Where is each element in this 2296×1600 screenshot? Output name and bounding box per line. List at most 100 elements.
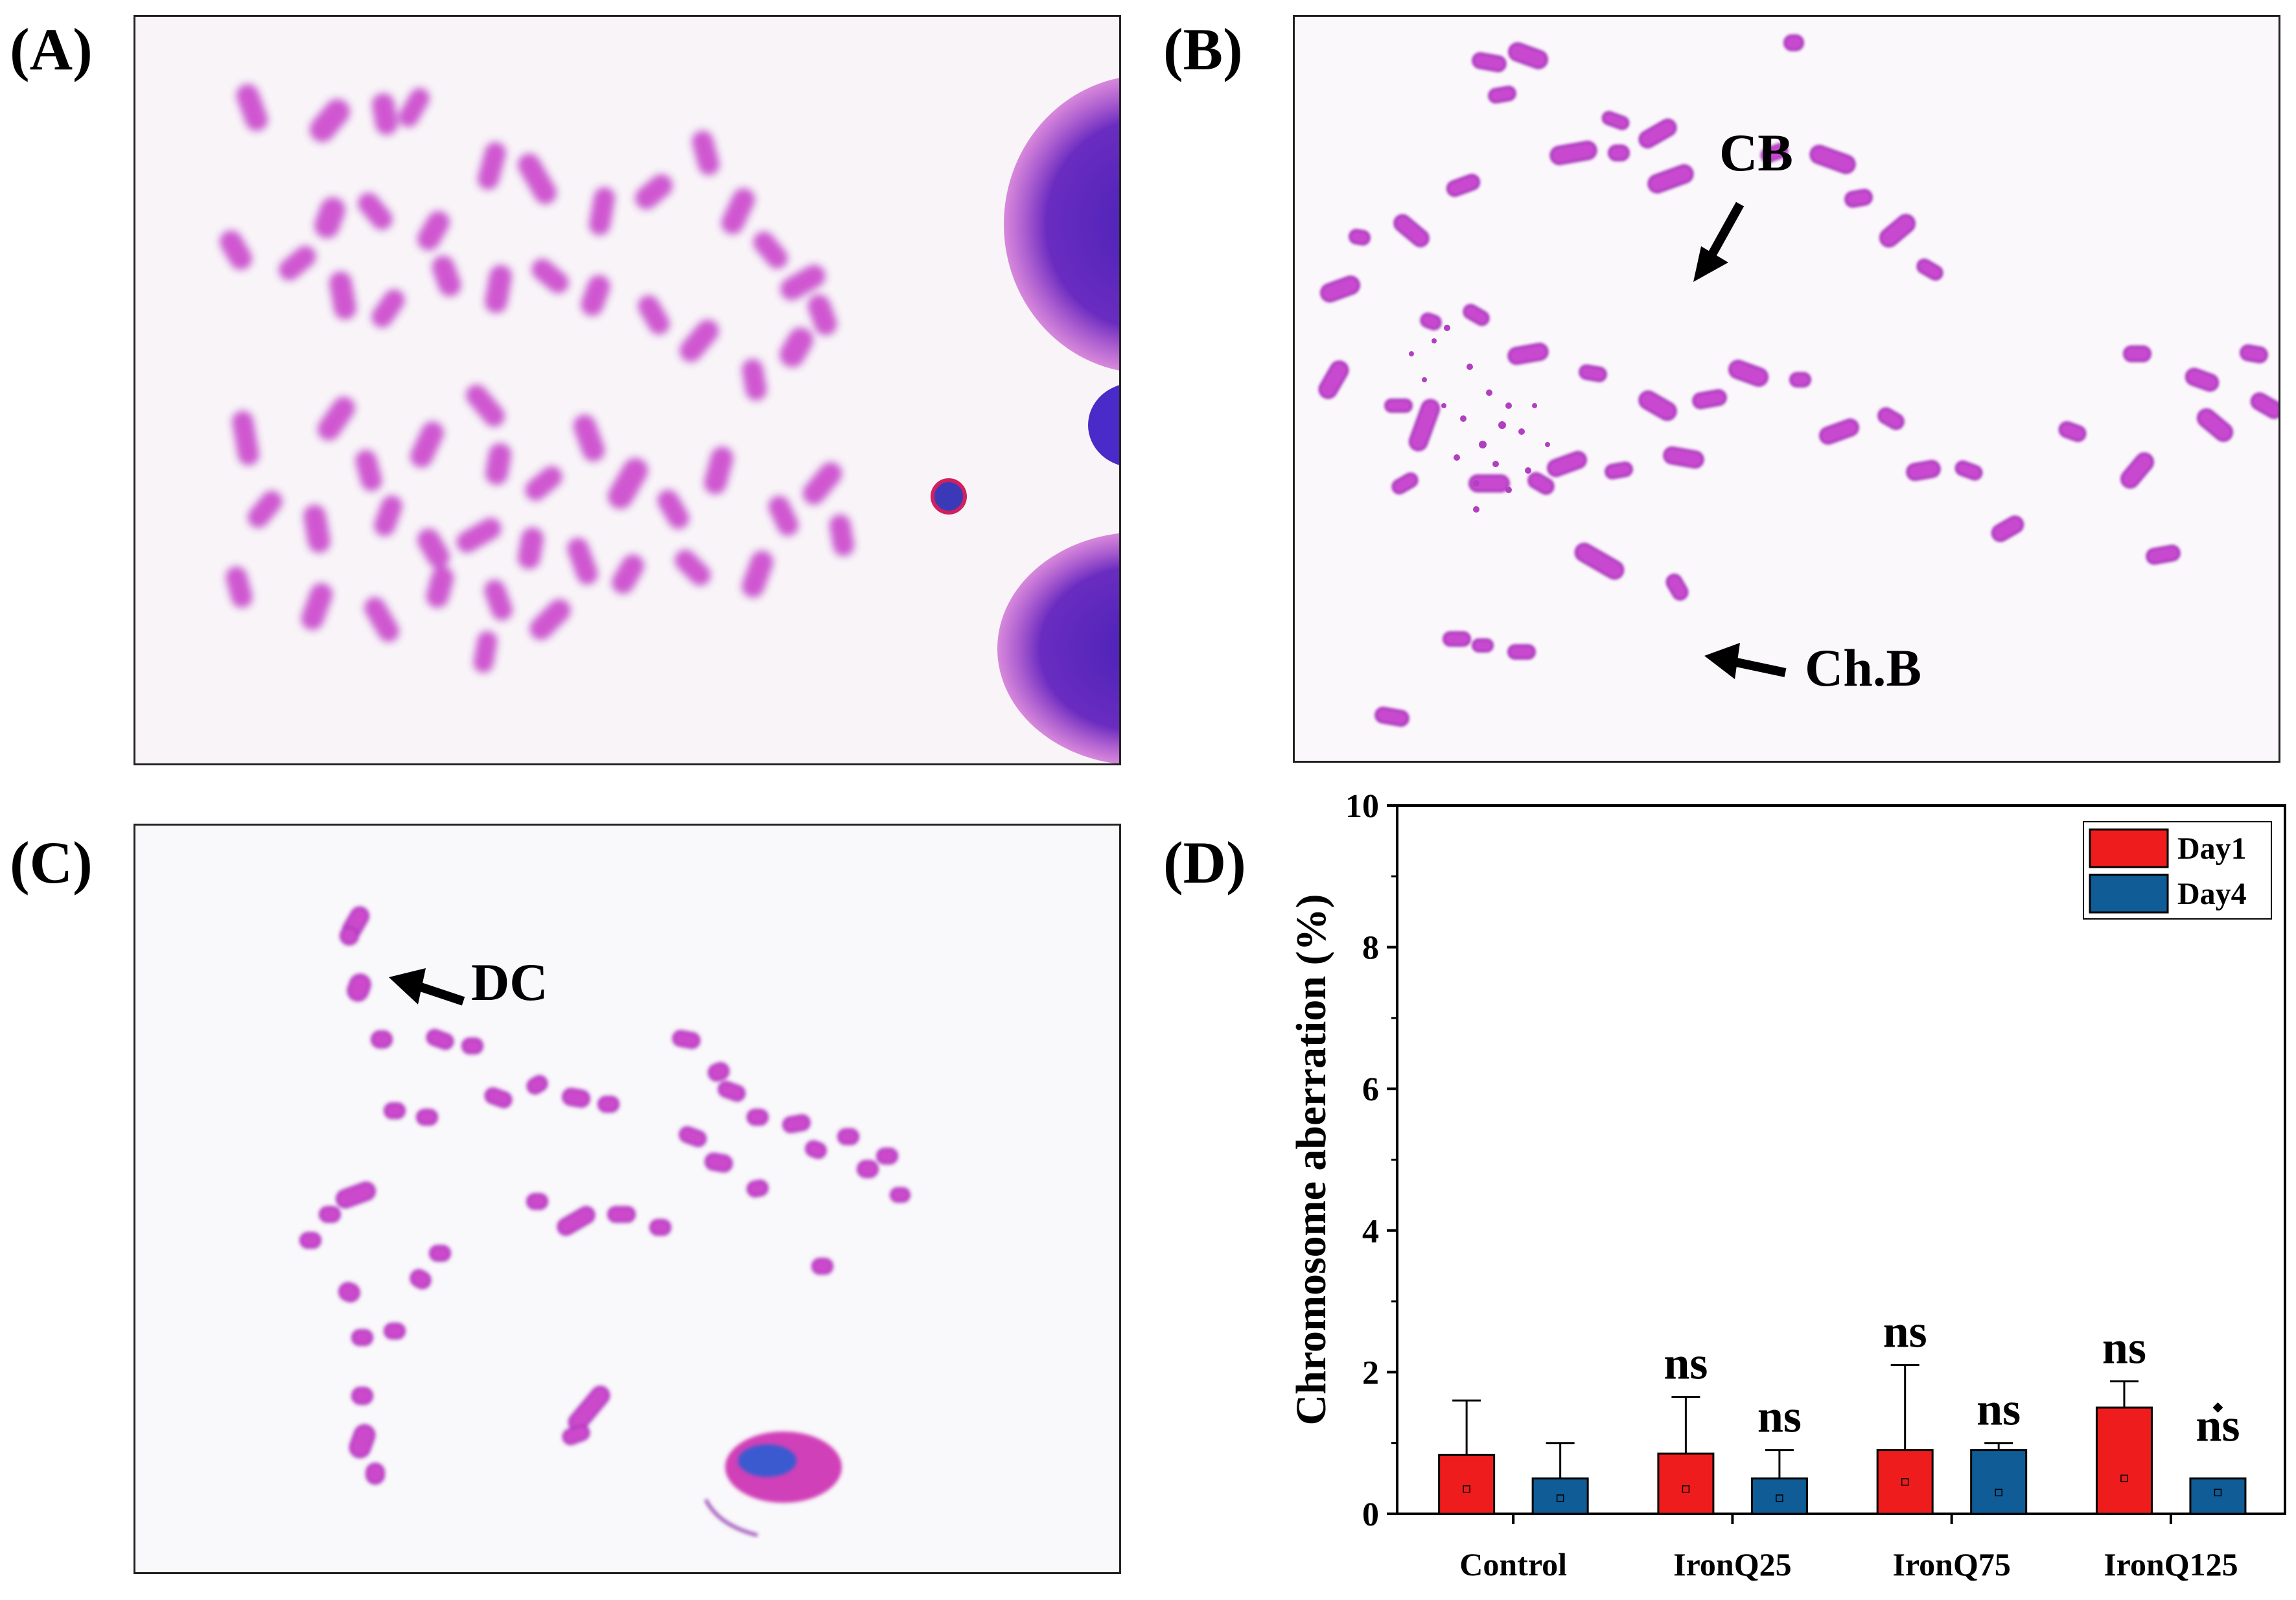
legend-swatch <box>2089 828 2169 868</box>
chromosome <box>355 450 382 491</box>
bar-day4 <box>1750 1477 1808 1515</box>
bar-day1 <box>1438 1454 1496 1515</box>
chromosome <box>310 99 350 142</box>
chromosome <box>426 566 454 608</box>
chromosome <box>526 1193 548 1210</box>
chromosome <box>336 1181 376 1209</box>
chromosome <box>484 579 513 621</box>
chromosome <box>358 192 393 230</box>
chromosome <box>371 1030 393 1049</box>
chromosome <box>692 131 719 175</box>
chromosome <box>753 231 788 269</box>
chromosome <box>1916 259 1943 281</box>
chromosome <box>607 1206 636 1223</box>
x-tick-label: IronQ125 <box>2104 1546 2238 1583</box>
chromosome <box>1991 515 2024 542</box>
chromosome <box>1472 638 1494 653</box>
y-tick-label: 0 <box>1362 1496 1379 1533</box>
chromosome <box>829 515 854 556</box>
fragment-dot <box>1525 467 1531 474</box>
chromosome <box>529 599 571 640</box>
chromosome <box>1408 399 1441 452</box>
chromosome <box>2120 452 2154 489</box>
chromosome <box>1446 174 1481 197</box>
chromosome <box>589 187 615 235</box>
micrograph-a <box>133 15 1121 765</box>
chromosome <box>557 1206 596 1236</box>
mean-marker <box>1556 1494 1564 1502</box>
chromosome <box>314 197 345 238</box>
chromosome <box>742 359 767 400</box>
y-tick-label: 2 <box>1362 1354 1379 1391</box>
micrograph-c <box>133 824 1121 1574</box>
chromosome <box>1728 360 1768 387</box>
chromosome <box>399 88 430 127</box>
nucleus <box>1088 385 1119 465</box>
chromosome <box>485 443 511 485</box>
chromosome <box>485 265 512 313</box>
chromosome <box>461 1038 483 1054</box>
fragment-dot <box>1444 325 1450 331</box>
significance-label: ns <box>2102 1322 2146 1374</box>
chromosome <box>384 1323 406 1339</box>
chromosome <box>484 1087 513 1109</box>
chromosome <box>226 566 253 608</box>
chromosome <box>1819 418 1859 445</box>
chromosome <box>1579 364 1607 382</box>
bar-day4 <box>1531 1477 1589 1515</box>
y-tick-label: 6 <box>1362 1071 1379 1108</box>
chromosome <box>426 1028 454 1050</box>
chromosome <box>248 491 283 528</box>
chromosome <box>318 397 355 441</box>
legend-swatch <box>2089 874 2169 914</box>
panel-b-label: (B) <box>1163 16 1243 82</box>
chromosome <box>351 1387 373 1405</box>
chromosome <box>1472 52 1507 73</box>
mean-marker <box>2120 1474 2128 1483</box>
chromosome <box>232 411 259 465</box>
chromosome <box>2123 345 2151 362</box>
chromosome <box>782 1114 811 1133</box>
fragment-dot <box>1492 461 1499 467</box>
chromosome <box>638 296 669 334</box>
nucleus <box>738 1444 796 1477</box>
x-tick-label: Control <box>1459 1546 1567 1583</box>
chromosome <box>805 1140 827 1159</box>
chromosome <box>456 518 502 553</box>
chromosome <box>678 1126 707 1148</box>
chromosome <box>1663 446 1704 469</box>
chromosome <box>803 462 842 505</box>
chromosome <box>384 1102 406 1119</box>
chromosome <box>1488 86 1516 104</box>
mean-marker <box>1995 1489 2002 1496</box>
mean-marker <box>1463 1485 1470 1493</box>
chromosome <box>372 93 398 135</box>
panel-c-label: (C) <box>10 829 93 896</box>
significance-label: ns <box>2196 1399 2240 1451</box>
chromosome <box>340 926 359 945</box>
y-tick-label: 10 <box>1345 788 1379 825</box>
chromosome <box>672 1030 701 1049</box>
chromosome <box>1420 312 1442 330</box>
chromosome <box>857 1160 879 1178</box>
arrow-chb <box>1704 643 1787 679</box>
chromosome <box>1527 472 1555 495</box>
chromosome <box>237 84 268 131</box>
significance-label: ns <box>1977 1384 2021 1435</box>
chromosome <box>1783 34 1804 51</box>
chromosome <box>1879 214 1916 248</box>
chromosome <box>747 1179 769 1198</box>
chromosome <box>876 1148 898 1165</box>
chromosome <box>721 188 755 235</box>
chromosome <box>1601 111 1630 130</box>
chromosome <box>1877 407 1905 430</box>
chromosome <box>2146 544 2181 565</box>
chromosome <box>1954 460 1983 481</box>
legend: Day1 Day4 <box>2083 821 2272 920</box>
chromosome <box>1605 461 1633 480</box>
chromosome <box>574 415 605 461</box>
outlier-marker <box>2212 1402 2223 1413</box>
chromosome <box>299 1232 321 1249</box>
chromosome <box>351 1329 373 1346</box>
significance-label: ns <box>1757 1391 1802 1443</box>
